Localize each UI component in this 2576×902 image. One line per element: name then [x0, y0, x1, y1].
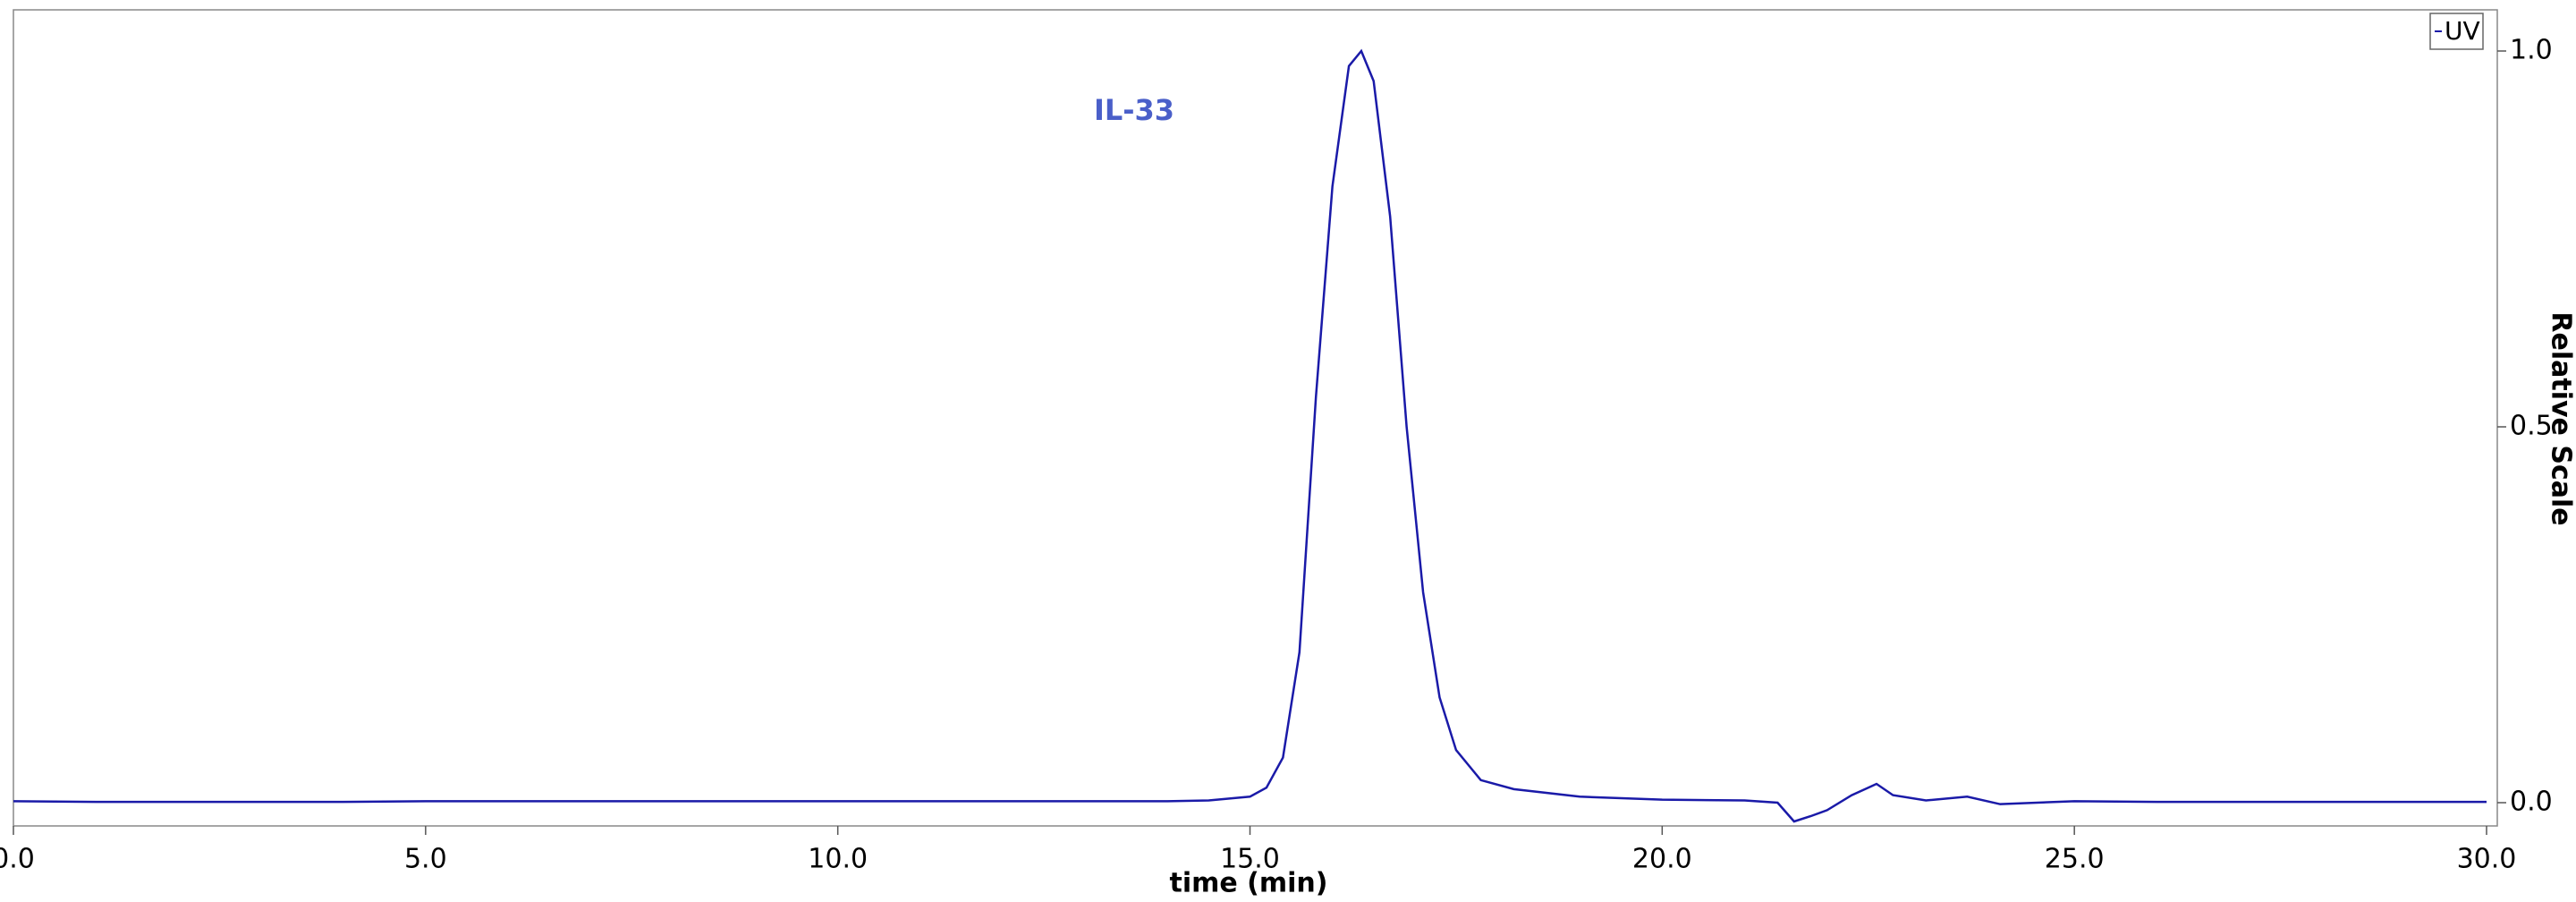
x-tick-label: 25.0	[2045, 844, 2105, 875]
y-tick-label: 1.0	[2510, 35, 2553, 66]
y-tick-label: 0.0	[2510, 787, 2553, 818]
plot-frame	[13, 9, 2498, 827]
legend-label: UV	[2445, 16, 2480, 46]
series-line	[13, 48, 2487, 823]
annotation: IL-33	[1094, 93, 1174, 127]
x-tick-label: 0.0	[0, 844, 35, 875]
y-axis-label: Relative Scale	[2546, 311, 2576, 525]
x-tick-label: 10.0	[808, 844, 868, 875]
y-tick-label: 0.5	[2510, 411, 2553, 442]
x-tick-label: 20.0	[1632, 844, 1692, 875]
x-tick-label: 15.0	[1220, 844, 1280, 875]
x-tick-label: 30.0	[2457, 844, 2517, 875]
x-tick-label: 5.0	[404, 844, 447, 875]
x-axis-label: time (min)	[1170, 868, 1328, 899]
